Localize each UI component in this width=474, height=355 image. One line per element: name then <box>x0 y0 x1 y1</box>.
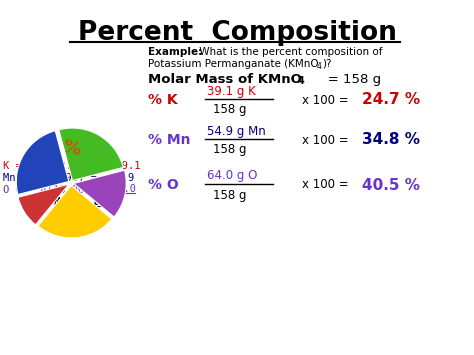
Text: O =   4(16.00) =: O = 4(16.00) = <box>3 184 116 194</box>
Wedge shape <box>59 128 123 181</box>
Text: 4: 4 <box>317 62 322 71</box>
Text: 54.9 g Mn: 54.9 g Mn <box>207 125 266 137</box>
Wedge shape <box>73 170 126 217</box>
Text: 158 g: 158 g <box>213 189 246 202</box>
Text: x 100 =: x 100 = <box>302 133 348 147</box>
Text: 40.5 %: 40.5 % <box>362 178 420 192</box>
Text: Mn = 1(54.94) =  54.9: Mn = 1(54.94) = 54.9 <box>3 172 134 182</box>
Text: 64.0 g O: 64.0 g O <box>207 169 257 182</box>
Text: Percent  Composition: Percent Composition <box>78 20 396 46</box>
Text: 158 g: 158 g <box>213 104 246 116</box>
Text: 64.0: 64.0 <box>111 184 136 194</box>
Text: )?: )? <box>322 59 331 69</box>
Wedge shape <box>16 131 69 195</box>
Text: Molar Mass of KMnO: Molar Mass of KMnO <box>148 73 302 86</box>
Text: Example:: Example: <box>148 47 202 57</box>
Wedge shape <box>38 185 112 238</box>
Text: 24.7 %: 24.7 % <box>362 93 420 108</box>
Text: = 158 g: = 158 g <box>315 73 381 86</box>
Text: %: % <box>60 138 82 160</box>
Text: Potassium Permanganate (KMnO: Potassium Permanganate (KMnO <box>148 59 319 69</box>
Text: What is the percent composition of: What is the percent composition of <box>196 47 383 57</box>
Text: x 100 =: x 100 = <box>302 179 348 191</box>
Text: % K: % K <box>148 93 178 107</box>
Text: K =   1(39.10) =  39.1: K = 1(39.10) = 39.1 <box>3 160 140 170</box>
Text: 4: 4 <box>298 76 305 86</box>
Text: % O: % O <box>148 178 179 192</box>
Text: MM =: MM = <box>23 197 98 207</box>
Text: x 100 =: x 100 = <box>302 93 348 106</box>
Text: 158: 158 <box>92 197 111 207</box>
Text: 34.8 %: 34.8 % <box>362 132 420 147</box>
Text: 39.1 g K: 39.1 g K <box>207 84 256 98</box>
Text: % Mn: % Mn <box>148 133 191 147</box>
Wedge shape <box>18 184 69 225</box>
Text: 158 g: 158 g <box>213 143 246 157</box>
